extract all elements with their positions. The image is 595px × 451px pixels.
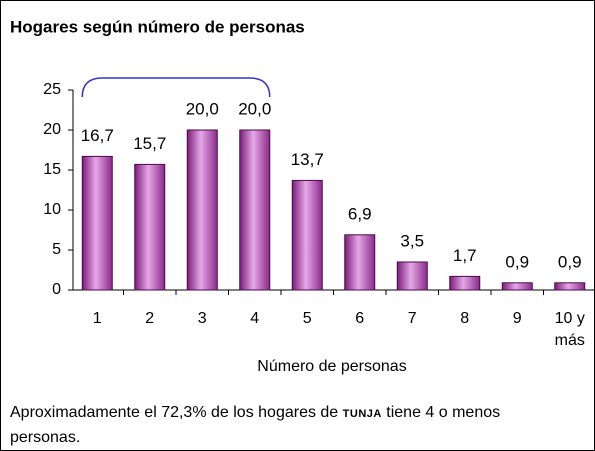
note-city: TUNJA [342,408,382,420]
x-tick-label: 8 [460,310,470,327]
note-text: tiene 4 o menos personas. [10,404,501,446]
x-tick-label: 2 [145,310,155,327]
y-tick-label: 25 [43,81,61,98]
value-label: 13,7 [291,150,324,169]
x-tick-label: 1 [92,310,102,327]
y-tick-label: 5 [52,241,61,258]
bar [554,282,586,291]
bar [186,129,218,291]
x-axis-title: Número de personas [257,358,406,375]
y-tick-label: 0 [52,281,61,298]
value-label: 0,9 [505,252,529,271]
value-label: 6,9 [348,204,372,223]
y-tick-label: 10 [43,201,61,218]
value-label: 3,5 [400,231,424,250]
y-tick-label: 15 [43,161,61,178]
value-label: 16,7 [81,126,114,145]
bar [291,179,323,291]
x-tick-label: 6 [355,310,365,327]
note-text: Aproximadamente el 72,3% de los hogares … [10,404,343,421]
value-label: 0,9 [558,252,582,271]
value-label: 15,7 [133,134,166,153]
bar [81,155,113,291]
x-tick-label: 7 [407,310,417,327]
y-tick-label: 20 [43,121,61,138]
x-tick-label: 5 [302,310,312,327]
x-tick-label: 4 [250,310,260,327]
x-tick-label: 9 [512,310,522,327]
x-tick-label: 10 y más [554,310,585,349]
bar [449,275,481,291]
bar [134,163,166,291]
note: Aproximadamente el 72,3% de los hogares … [10,401,570,450]
x-tick-label: 3 [197,310,207,327]
bar [239,129,271,291]
value-label: 20,0 [186,99,219,118]
value-label: 20,0 [238,99,271,118]
bar [344,234,376,291]
value-label: 1,7 [453,246,477,265]
bracket [81,77,271,98]
bar [396,261,428,291]
bar [501,282,533,291]
chart-title: Hogares según número de personas [10,17,305,36]
